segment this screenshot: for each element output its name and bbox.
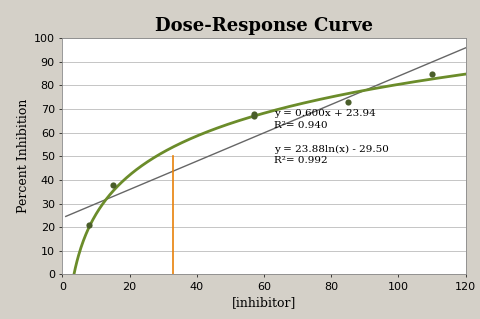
X-axis label: [inhibitor]: [inhibitor] bbox=[232, 296, 296, 309]
Text: R²= 0.992: R²= 0.992 bbox=[274, 156, 328, 165]
Text: y = 23.88ln(x) - 29.50: y = 23.88ln(x) - 29.50 bbox=[274, 145, 389, 153]
Point bbox=[344, 100, 352, 105]
Text: y = 0.600x + 23.94: y = 0.600x + 23.94 bbox=[274, 109, 376, 118]
Point bbox=[250, 111, 258, 116]
Point bbox=[250, 114, 258, 119]
Point bbox=[428, 71, 436, 76]
Point bbox=[109, 182, 117, 187]
Title: Dose-Response Curve: Dose-Response Curve bbox=[155, 17, 373, 35]
Y-axis label: Percent Inhibition: Percent Inhibition bbox=[17, 99, 30, 213]
Text: R²= 0.940: R²= 0.940 bbox=[274, 121, 328, 130]
Point bbox=[85, 222, 93, 227]
